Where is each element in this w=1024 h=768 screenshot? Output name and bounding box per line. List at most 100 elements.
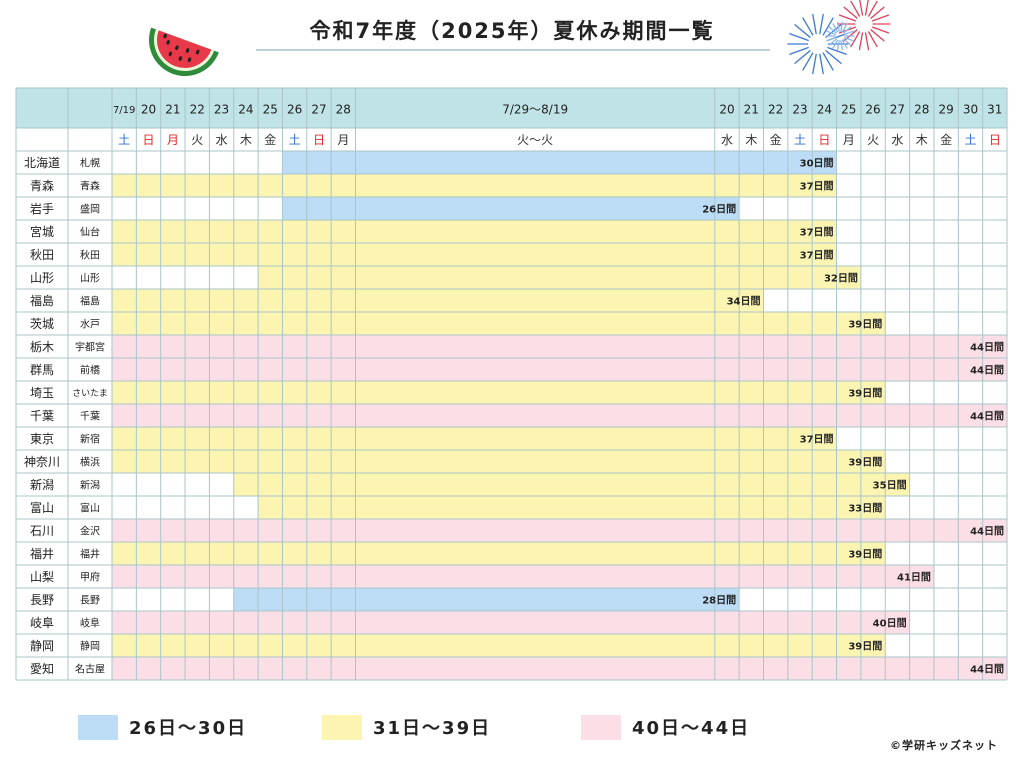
days-label: 44日間 (970, 411, 1004, 423)
city-name: 宇都宮 (75, 341, 105, 354)
vacation-bar (112, 358, 1007, 381)
weekday-header: 木 (745, 133, 757, 147)
prefecture-name: 山形 (30, 271, 54, 285)
vacation-bar (112, 289, 764, 312)
firework-ray (802, 17, 814, 36)
days-label: 39日間 (848, 549, 882, 561)
firework-ray (859, 0, 864, 16)
firework-ray (789, 46, 809, 55)
firework-ray (858, 32, 864, 51)
vacation-bar (112, 174, 837, 197)
days-label: 44日間 (970, 526, 1004, 538)
vacation-bar (112, 335, 1007, 358)
prefecture-name: 福井 (30, 546, 54, 561)
weekday-header: 木 (916, 133, 928, 147)
legend: 26日～30日 31日～39日 40日～44日 (78, 715, 748, 740)
prefecture-name: 秋田 (30, 248, 54, 262)
days-label: 44日間 (970, 342, 1004, 354)
days-label: 41日間 (897, 572, 931, 584)
date-header: 22 (768, 103, 783, 117)
days-label: 26日間 (702, 204, 736, 216)
date-header: 26 (865, 103, 880, 117)
days-label: 39日間 (848, 641, 882, 653)
weekday-header: 金 (940, 133, 952, 147)
prefecture-name: 群馬 (30, 363, 54, 377)
prefecture-name: 新潟 (30, 478, 54, 492)
weekday-header: 土 (118, 133, 130, 147)
city-name: 千葉 (80, 410, 100, 423)
firework-ray (822, 52, 834, 71)
vacation-bar (112, 565, 934, 588)
days-label: 40日間 (873, 618, 907, 630)
firework-ray (864, 32, 870, 51)
firework-ray (794, 24, 811, 38)
vacation-bar (233, 473, 910, 496)
days-label: 33日間 (848, 503, 882, 515)
vacation-bar (233, 588, 740, 611)
days-label: 35日間 (873, 480, 907, 492)
firework-ray (841, 39, 848, 49)
city-name: 福島 (80, 295, 100, 308)
firework-ray (850, 31, 861, 48)
vacation-bar (258, 496, 886, 519)
date-header: 20 (141, 103, 156, 117)
days-label: 39日間 (848, 319, 882, 331)
firework-ray (871, 14, 890, 22)
legend-label: 26日～30日 (129, 718, 247, 739)
date-header: 20 (719, 103, 734, 117)
date-header: 26 (287, 103, 302, 117)
days-label: 28日間 (702, 595, 736, 607)
firework-ray (826, 37, 837, 42)
firework-ray (838, 14, 857, 22)
firework-ray (836, 21, 840, 32)
firework-ray (841, 23, 848, 33)
firework-ray (819, 53, 824, 75)
weekday-header: 月 (337, 133, 349, 147)
date-header: 23 (792, 103, 807, 117)
prefecture-name: 山梨 (30, 570, 54, 584)
vacation-bar (112, 657, 1007, 680)
date-header: 31 (987, 103, 1002, 117)
prefecture-name: 岐阜 (30, 616, 54, 630)
prefecture-name: 長野 (30, 593, 54, 607)
vacation-bar (112, 404, 1007, 427)
prefecture-name: 神奈川 (24, 454, 60, 469)
firework-ray (867, 31, 878, 48)
date-header: 24 (238, 103, 253, 117)
city-name: 横浜 (80, 456, 100, 469)
date-header: 7/19 (113, 105, 135, 116)
date-header: 23 (214, 103, 229, 117)
firework-ray (794, 50, 811, 64)
firework-ray (819, 13, 824, 35)
days-label: 32日間 (824, 273, 858, 285)
watermelon-icon (149, 27, 219, 76)
city-name: 山形 (80, 273, 100, 285)
weekday-header: 水 (891, 133, 903, 147)
date-header: 25 (841, 103, 856, 117)
vacation-bar (112, 220, 837, 243)
date-header: 24 (817, 103, 832, 117)
weekday-header: 金 (770, 133, 782, 147)
weekday-header: 火 (191, 133, 203, 147)
firework-ray (867, 0, 878, 17)
firework-ray (870, 29, 885, 42)
prefecture-name: 埼玉 (30, 386, 54, 400)
vacation-bar (112, 634, 886, 657)
days-label: 39日間 (848, 457, 882, 469)
subheader-bg (16, 128, 1007, 151)
city-name: 札幌 (80, 157, 100, 170)
weekday-header: 日 (313, 133, 325, 147)
vacation-bar (112, 381, 886, 404)
days-label: 44日間 (970, 365, 1004, 377)
legend-label: 31日～39日 (373, 718, 491, 739)
weekday-header: 日 (989, 133, 1001, 147)
city-name: 長野 (80, 595, 100, 607)
prefecture-name: 福島 (30, 293, 54, 308)
firework-ray (832, 23, 839, 33)
date-header: 27 (890, 103, 905, 117)
date-header: 28 (336, 103, 351, 117)
days-label: 39日間 (848, 388, 882, 400)
city-name: 甲府 (80, 572, 100, 584)
